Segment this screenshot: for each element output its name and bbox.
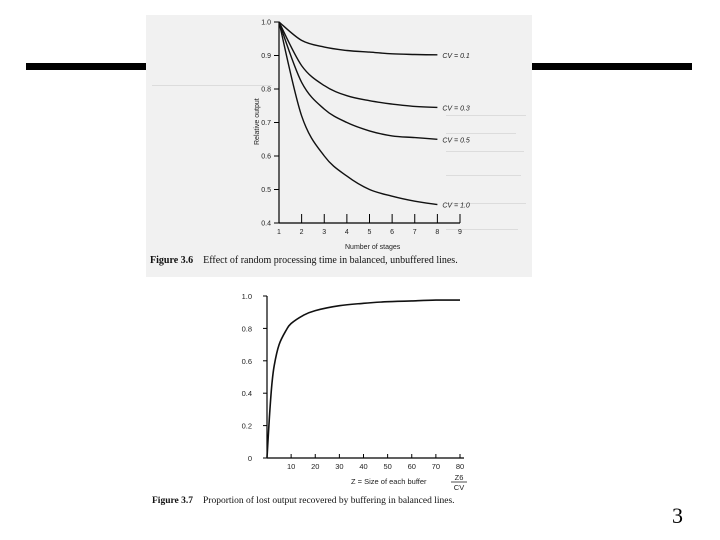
fig1-x-tick-label: 9: [458, 229, 462, 236]
fig1-y-tick-label: 0.5: [261, 187, 271, 194]
fig1-series-line-3: [278, 21, 438, 140]
fig2-y-tick-label: 1.0: [242, 292, 252, 301]
figure2-chart: 0 0.2 0.4 0.6 0.8 1.0 10 20 30 40 50 60 70 80 Z = Si…: [242, 292, 467, 490]
fig2-y-tick-label: 0.2: [242, 422, 252, 431]
fig1-x-tick-label: 1: [277, 229, 281, 236]
fig1-series-label-1: CV = 0.1: [442, 53, 470, 60]
fig2-series-line-1: [266, 299, 461, 459]
fig1-y-tick-label: 0.7: [261, 120, 271, 127]
fig2-fraction-denominator: CV: [454, 483, 464, 490]
fig2-y-tick-label: 0.6: [242, 357, 252, 366]
fig1-x-tick-label: 6: [390, 229, 394, 236]
fig2-fraction-numerator: Z6: [455, 473, 464, 482]
fig1-y-axis-label: Relative output: [254, 98, 261, 145]
fig1-x-tick-label: 4: [345, 229, 349, 236]
decor-bar-right: [532, 63, 692, 70]
fig2-x-tick-label: 60: [408, 462, 416, 471]
fig1-series-line-4: [278, 21, 438, 206]
fig1-y-tick-label: 0.9: [261, 53, 271, 60]
fig1-x-tick-label: 5: [368, 229, 372, 236]
figure2-caption: Figure 3.7 Proportion of lost output reco…: [152, 496, 455, 506]
fig2-x-tick-label: 30: [335, 462, 343, 471]
fig1-series-label-4: CV = 1.0: [442, 203, 470, 210]
fig2-x-axis-label: Z = Size of each buffer: [351, 477, 427, 486]
figure1-caption: Figure 3.6 Effect of random processing ti…: [150, 255, 458, 266]
fig2-x-tick-label: 40: [359, 462, 367, 471]
fig2-y-tick-label: 0.4: [242, 389, 252, 398]
fig2-x-tick-label: 70: [432, 462, 440, 471]
fig1-y-tick-label: 0.4: [261, 221, 271, 228]
fig2-x-tick-label: 50: [383, 462, 391, 471]
figure2-caption-label: Figure 3.7: [152, 496, 193, 506]
figure1-chart: 0.4 0.5 0.6 0.7 0.8 0.9 1.0 1 2 3 4 5 6 7 8 9 CV = 0.1…: [254, 20, 470, 252]
fig1-y-tick-label: 0.8: [261, 87, 271, 94]
page-number: 3: [672, 503, 683, 528]
fig2-x-tick-label: 20: [311, 462, 319, 471]
figure1-caption-text: Effect of random processing time in bala…: [203, 255, 458, 266]
figure1-caption-label: Figure 3.6: [150, 255, 194, 266]
figure1-scan-background: [146, 15, 532, 277]
fig1-series-line-2: [278, 21, 438, 109]
fig2-y-tick-label: 0.8: [242, 324, 252, 333]
decor-bar-left: [26, 63, 146, 70]
fig1-series-label-2: CV = 0.3: [442, 105, 470, 112]
fig2-y-tick-label: 0: [248, 454, 252, 463]
fig1-series-line-1: [278, 21, 438, 56]
fig1-y-tick-label: 0.6: [261, 154, 271, 161]
fig1-series-label-3: CV = 0.5: [442, 137, 470, 144]
fig1-x-tick-label: 8: [435, 229, 439, 236]
figure2-caption-text: Proportion of lost output recovered by b…: [203, 496, 455, 506]
fig1-y-tick-label: 1.0: [261, 20, 271, 27]
fig1-x-tick-label: 3: [322, 229, 326, 236]
fig1-x-tick-label: 7: [413, 229, 417, 236]
fig2-x-tick-label: 80: [456, 462, 464, 471]
fig1-x-tick-label: 2: [300, 229, 304, 236]
fig1-x-axis-label: Number of stages: [345, 244, 401, 251]
fig2-x-tick-label: 10: [287, 462, 295, 471]
